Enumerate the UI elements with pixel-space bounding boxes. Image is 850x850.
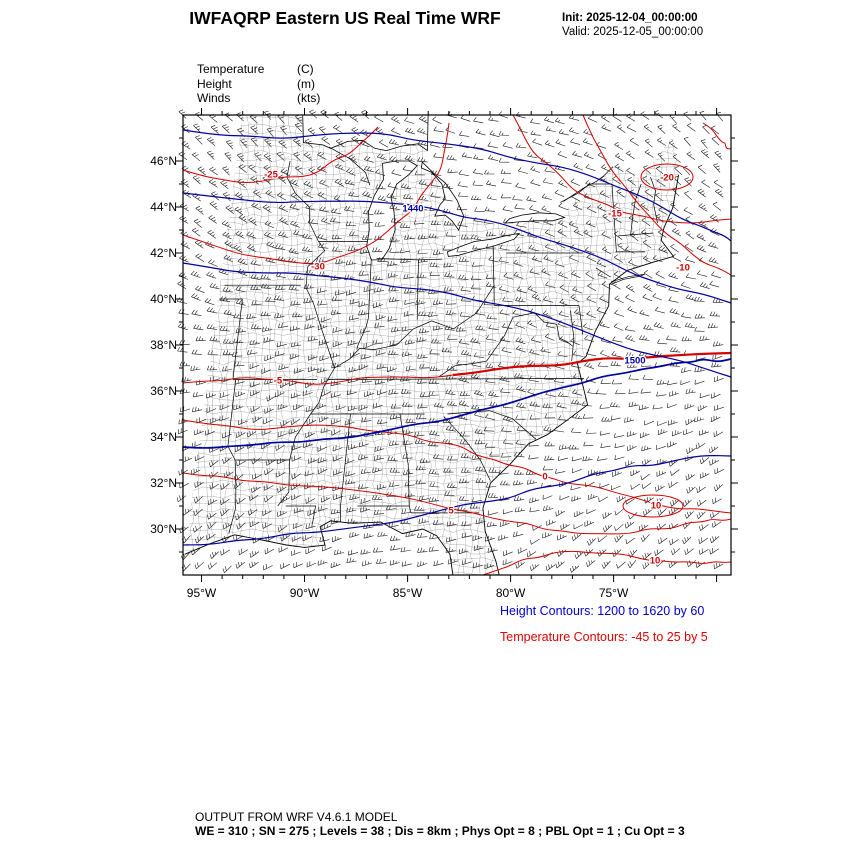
timestamp-block: Init: 2025-12-04_00:00:00 Valid: 2025-12… xyxy=(562,11,703,39)
temp-contour xyxy=(182,472,732,535)
lat-axis-label: 38°N xyxy=(150,338,177,352)
lake-erie xyxy=(446,232,521,257)
temp-contour xyxy=(482,550,732,576)
lake-huron xyxy=(420,161,465,231)
temp-contour xyxy=(452,351,732,377)
temp-contour-label: 0 xyxy=(542,472,547,483)
field-legend-row: Winds (kts) xyxy=(197,91,320,106)
lake-michigan xyxy=(366,160,418,261)
temp-contour-label: 5 xyxy=(448,506,454,517)
lon-axis-label: 90°W xyxy=(289,586,320,600)
height-contour xyxy=(182,129,732,242)
field-unit: (kts) xyxy=(297,91,321,105)
field-name: Winds xyxy=(197,91,231,105)
lake-ontario xyxy=(503,212,566,224)
field-legend-row: Temperature (C) xyxy=(197,62,320,77)
temp-contour xyxy=(182,126,379,184)
temp-contour-label: -25 xyxy=(264,170,278,181)
height-contour xyxy=(182,192,732,304)
temp-contour-label: -5 xyxy=(274,376,283,387)
height-contour xyxy=(182,358,732,449)
lat-axis-label: 44°N xyxy=(150,200,177,214)
temp-contour-label: -20 xyxy=(660,173,674,184)
lat-axis-label: 40°N xyxy=(150,292,177,306)
temp-contour xyxy=(702,122,732,150)
temp-contour xyxy=(512,114,732,224)
lon-axis-label: 85°W xyxy=(392,586,423,600)
plot-title: IWFAQRP Eastern US Real Time WRF xyxy=(189,8,501,28)
height-contour xyxy=(182,455,732,546)
temp-contour-label: 10 xyxy=(650,556,661,567)
lat-axis-label: 42°N xyxy=(150,246,177,260)
lat-axis-label: 32°N xyxy=(150,476,177,490)
lon-axis-label: 95°W xyxy=(186,586,217,600)
temp-contour xyxy=(182,122,450,265)
height-contour-label: 1440 xyxy=(402,204,423,215)
lat-axis-label: 34°N xyxy=(150,430,177,444)
canada-mask xyxy=(425,115,673,229)
model-config-line: WE = 310 ; SN = 275 ; Levels = 38 ; Dis … xyxy=(195,824,685,838)
field-legend-row: Height (m) xyxy=(197,77,320,92)
valid-timestamp: Valid: 2025-12-05_00:00:00 xyxy=(562,26,704,38)
height-contour xyxy=(182,262,732,378)
temp-contour xyxy=(622,494,684,518)
map-area: -30 -25 -20 -15 -10 -5 0 5 10 10 1440 1500 xyxy=(168,107,746,589)
field-unit: (m) xyxy=(297,76,315,91)
temp-contour xyxy=(182,374,454,385)
temperature-contour-legend: Temperature Contours: -45 to 25 by 5 xyxy=(500,630,708,644)
axis-ticks xyxy=(176,108,738,582)
temp-contour xyxy=(182,419,732,514)
lat-axis-label: 46°N xyxy=(150,154,177,168)
height-contour-legend: Height Contours: 1200 to 1620 by 60 xyxy=(500,604,705,618)
field-unit: (C) xyxy=(297,62,314,76)
temp-contour-label: -10 xyxy=(676,263,690,274)
lon-axis-label: 80°W xyxy=(495,586,526,600)
temp-contour-label: -30 xyxy=(311,262,325,273)
temp-contour-label: -15 xyxy=(608,209,622,220)
temp-contour-label: 10 xyxy=(651,501,662,512)
lat-axis-label: 36°N xyxy=(150,384,177,398)
height-contour-label: 1500 xyxy=(624,356,645,367)
lat-axis-label: 30°N xyxy=(150,522,177,536)
field-name: Temperature xyxy=(197,62,265,76)
init-timestamp: Init: 2025-12-04_00:00:00 xyxy=(562,12,698,24)
temp-contour xyxy=(640,163,694,191)
temp-contour xyxy=(582,114,732,276)
lon-axis-label: 75°W xyxy=(598,586,629,600)
field-legend: Temperature (C) Height (m) Winds (kts) xyxy=(197,62,320,106)
weather-map: -30 -25 -20 -15 -10 -5 0 5 10 10 1440 1500 xyxy=(176,108,738,582)
model-output-line: OUTPUT FROM WRF V4.6.1 MODEL xyxy=(195,810,398,824)
field-name: Height xyxy=(197,76,232,91)
